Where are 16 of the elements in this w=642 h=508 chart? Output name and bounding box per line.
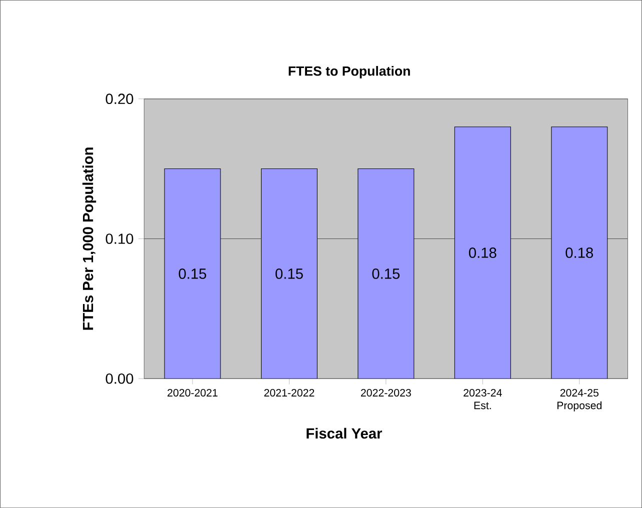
chart-title: FTES to Population — [288, 66, 410, 78]
data-label: 0.18 — [566, 248, 593, 258]
y-axis-title: FTEs Per 1,000 Population — [82, 148, 96, 330]
y-tick-label: 0.00 — [106, 373, 134, 384]
x-tick-label: 2022-2023 — [361, 388, 411, 397]
x-tick-label: 2020-2021 — [168, 388, 218, 397]
data-label: 0.15 — [372, 268, 400, 279]
x-tick-label: 2023-24 Est. — [464, 388, 502, 410]
data-label: 0.18 — [468, 248, 496, 258]
data-label: 0.15 — [276, 268, 303, 279]
y-tick-label: 0.20 — [106, 94, 134, 104]
x-axis-title: Fiscal Year — [306, 428, 382, 439]
y-tick-label: 0.10 — [106, 234, 134, 244]
data-label: 0.15 — [178, 268, 206, 279]
x-tick-label: 2024-25 Proposed — [557, 388, 602, 412]
x-tick-label: 2021-2022 — [264, 388, 314, 397]
